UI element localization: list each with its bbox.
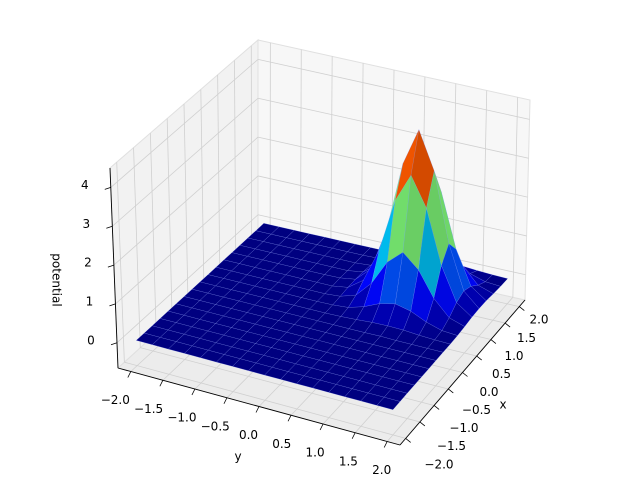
grid-line — [482, 90, 488, 291]
y-tick-label: 0.0 — [239, 428, 258, 442]
x-tick-label: −1.5 — [437, 439, 466, 453]
tick-mark — [519, 306, 525, 311]
tick-mark — [383, 441, 388, 448]
tick-mark — [106, 225, 113, 229]
grid-line — [113, 136, 259, 266]
grid-line — [512, 97, 519, 298]
tick-mark — [419, 421, 426, 427]
grid-line — [257, 136, 528, 198]
tick-mark — [191, 388, 196, 396]
x-axis-line — [399, 299, 526, 446]
tick-mark — [462, 372, 468, 377]
tick-mark — [476, 355, 482, 361]
tick-mark — [109, 303, 116, 307]
z-tick-label: 4 — [81, 178, 89, 192]
tick-mark — [287, 415, 292, 422]
surface-cell — [477, 281, 501, 295]
grid-line — [166, 118, 173, 319]
x-tick-label: −1.0 — [449, 421, 478, 435]
z-tick-label: 1 — [86, 294, 94, 308]
surface-cell — [419, 348, 444, 361]
y-tick-label: 2.0 — [372, 463, 391, 477]
tick-mark — [351, 432, 356, 439]
grid-line — [257, 175, 527, 237]
tick-mark — [255, 406, 260, 413]
z-tick-label: 2 — [84, 256, 92, 270]
axes: −2.0−1.5−1.0−0.50.00.51.01.52.0−2.0−1.5−… — [81, 167, 549, 477]
z-axis-label: potential — [50, 253, 64, 306]
tick-mark — [319, 423, 324, 431]
grid-line — [257, 59, 530, 120]
x-tick-label: 0.0 — [479, 385, 498, 399]
tick-mark — [127, 371, 132, 378]
x-tick-label: 1.5 — [517, 331, 536, 345]
grid-line — [110, 59, 259, 188]
y-tick-label: −2.0 — [101, 393, 130, 407]
surface-cell — [376, 396, 401, 410]
tick-mark — [405, 438, 411, 443]
x-tick-label: 1.0 — [504, 349, 523, 363]
grid-line — [200, 89, 205, 290]
tick-mark — [223, 397, 228, 404]
x-tick-label: 2.0 — [529, 313, 548, 327]
grid-line — [360, 63, 364, 264]
tick-mark — [433, 405, 440, 410]
grid-line — [112, 97, 259, 227]
x-tick-label: −2.0 — [424, 457, 453, 471]
grid-line — [386, 297, 514, 442]
y-tick-label: 1.0 — [306, 446, 325, 460]
surface — [135, 128, 509, 410]
surface-cell — [448, 302, 473, 327]
surface-cell — [398, 372, 422, 386]
y-axis-label: y — [234, 450, 241, 464]
tick-mark — [104, 187, 111, 190]
x-axis-label: x — [499, 398, 506, 412]
grid-line — [133, 147, 141, 348]
tick-mark — [504, 322, 511, 328]
z-axis-line — [109, 167, 119, 369]
y-axis-line — [117, 367, 401, 446]
tick-mark — [159, 380, 164, 387]
grid-line — [300, 49, 302, 250]
surface-cell — [412, 356, 437, 369]
tick-mark — [448, 388, 454, 394]
grid-line — [116, 214, 259, 344]
tick-mark — [107, 264, 115, 268]
grid-line — [115, 175, 259, 305]
grid-line — [257, 97, 529, 159]
surface-cell — [405, 364, 430, 378]
tick-mark — [490, 339, 497, 344]
x-tick-label: 0.5 — [492, 367, 511, 381]
y-tick-label: −1.0 — [167, 411, 196, 425]
z-tick-label: 3 — [83, 217, 91, 231]
y-tick-label: 1.5 — [339, 454, 358, 468]
tick-mark — [110, 342, 118, 346]
y-tick-label: 0.5 — [272, 437, 291, 451]
y-tick-label: −1.5 — [134, 402, 163, 416]
grid-line — [330, 56, 333, 257]
grid-line — [217, 74, 221, 275]
grid-line — [183, 103, 189, 305]
y-tick-label: −0.5 — [201, 419, 230, 433]
grid-line — [116, 162, 125, 363]
x-tick-label: −0.5 — [462, 403, 491, 417]
grid-line — [149, 133, 157, 334]
z-tick-label: 0 — [87, 333, 95, 347]
grid-line — [234, 60, 237, 261]
